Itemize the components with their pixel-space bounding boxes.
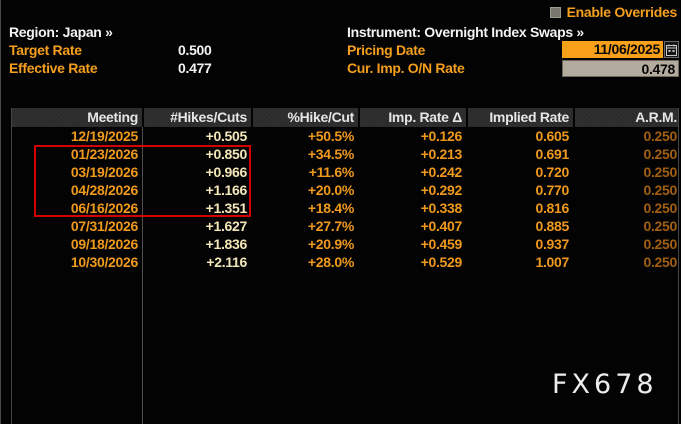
table-cell: +1.627 [205, 218, 248, 234]
table-cell: 0.816 [535, 200, 569, 216]
table-cell: +0.242 [420, 164, 463, 180]
effective-rate-label: Effective Rate [9, 60, 98, 76]
table-cell: +27.7% [307, 218, 354, 234]
table-cell: +0.966 [205, 164, 248, 180]
column-header: %Hike/Cut [253, 108, 358, 127]
table-cell: 12/19/2025 [70, 128, 138, 144]
table-cell: 03/19/2026 [70, 164, 138, 180]
table-body: 12/19/2025 +0.505 +50.5% +0.126 0.605 0.250 01… [11, 127, 679, 271]
calendar-icon[interactable] [664, 41, 679, 58]
table-cell: 0.720 [535, 164, 569, 180]
calendar-glyph [666, 44, 677, 56]
table-cell: 0.250 [643, 182, 677, 198]
cur-imp-on-rate-value: 0.478 [562, 60, 679, 77]
table-cell: 0.250 [643, 146, 677, 162]
table-cell: +11.6% [308, 164, 355, 180]
effective-rate-value: 0.477 [178, 60, 212, 76]
target-rate-label: Target Rate [9, 42, 82, 58]
table-cell: +0.292 [420, 182, 463, 198]
watermark: FX678 [552, 369, 658, 400]
column-header: #Hikes/Cuts [144, 108, 251, 127]
table-cell: 0.250 [643, 164, 677, 180]
table-cell: +0.338 [420, 200, 463, 216]
table-cell: +34.5% [307, 146, 354, 162]
table-cell: +0.505 [205, 128, 248, 144]
table-cell: +50.5% [307, 128, 354, 144]
table-cell: 0.605 [535, 128, 569, 144]
pricing-date-input[interactable]: 11/06/2025 [562, 41, 663, 58]
table-header: Meeting #Hikes/Cuts %Hike/Cut Imp. Rate Δ Im… [11, 108, 679, 127]
highlight-annotation [34, 145, 251, 217]
table-right-border [678, 108, 679, 424]
column-header: Imp. Rate Δ [360, 108, 466, 127]
table-cell: +0.126 [420, 128, 463, 144]
table-cell: +28.0% [307, 254, 354, 270]
table-cell: 0.250 [643, 200, 677, 216]
table-cell: +20.9% [307, 236, 354, 252]
table-cell: 04/28/2026 [70, 182, 138, 198]
table-cell: 09/18/2026 [70, 236, 138, 252]
table-row[interactable]: 06/16/2026 +1.351 +18.4% +0.338 0.816 0.250 [11, 199, 679, 217]
column-header: A.R.M. [575, 108, 679, 127]
table-cell: +1.836 [205, 236, 248, 252]
table-cell: 0.250 [643, 218, 677, 234]
table-cell: +0.850 [205, 146, 248, 162]
table-cell: 0.770 [535, 182, 569, 198]
table-cell: 06/16/2026 [70, 200, 138, 216]
table-cell: +0.407 [420, 218, 463, 234]
table-cell: 1.007 [535, 254, 569, 270]
table-cell: 01/23/2026 [70, 146, 138, 162]
table-cell: 0.691 [535, 146, 569, 162]
table-row[interactable]: 03/19/2026 +0.966 +11.6% +0.242 0.720 0.250 [11, 163, 679, 181]
table-cell: +18.4% [307, 200, 354, 216]
target-rate-value: 0.500 [178, 42, 212, 58]
table-cell: +1.166 [205, 182, 248, 198]
table-cell: 0.937 [535, 236, 569, 252]
table-cell: +0.529 [420, 254, 463, 270]
table-cell: 0.250 [643, 236, 677, 252]
enable-overrides-label: Enable Overrides [566, 4, 678, 20]
pricing-date-label: Pricing Date [347, 42, 426, 58]
table-cell: +0.213 [420, 146, 463, 162]
table-cell: 0.250 [643, 128, 677, 144]
table-row[interactable]: 09/18/2026 +1.836 +20.9% +0.459 0.937 0.250 [11, 235, 679, 253]
table-cell: +2.116 [206, 254, 247, 270]
column-header: Implied Rate [468, 108, 573, 127]
meeting-column-divider [142, 127, 143, 424]
table-row[interactable]: 12/19/2025 +0.505 +50.5% +0.126 0.605 0.250 [11, 127, 679, 145]
table-cell: +0.459 [420, 236, 463, 252]
table-row[interactable]: 04/28/2026 +1.166 +20.0% +0.292 0.770 0.250 [11, 181, 679, 199]
table-row[interactable]: 01/23/2026 +0.850 +34.5% +0.213 0.691 0.250 [11, 145, 679, 163]
table-cell: +1.351 [205, 200, 248, 216]
table-row[interactable]: 07/31/2026 +1.627 +27.7% +0.407 0.885 0.250 [11, 217, 679, 235]
instrument-selector[interactable]: Instrument: Overnight Index Swaps » [347, 24, 584, 40]
column-header: Meeting [11, 108, 142, 127]
cur-imp-on-rate-label: Cur. Imp. O/N Rate [347, 60, 465, 76]
enable-overrides-row: Enable Overrides [549, 4, 678, 20]
table-cell: +20.0% [307, 182, 354, 198]
table-cell: 0.250 [643, 254, 677, 270]
table-row[interactable]: 10/30/2026 +2.116 +28.0% +0.529 1.007 0.250 [11, 253, 679, 271]
table-cell: 0.885 [535, 218, 569, 234]
region-selector[interactable]: Region: Japan » [9, 24, 113, 40]
table-cell: 07/31/2026 [70, 218, 138, 234]
enable-overrides-checkbox[interactable] [549, 6, 561, 18]
table-left-border [11, 108, 12, 424]
table-cell: 10/30/2026 [70, 254, 138, 270]
